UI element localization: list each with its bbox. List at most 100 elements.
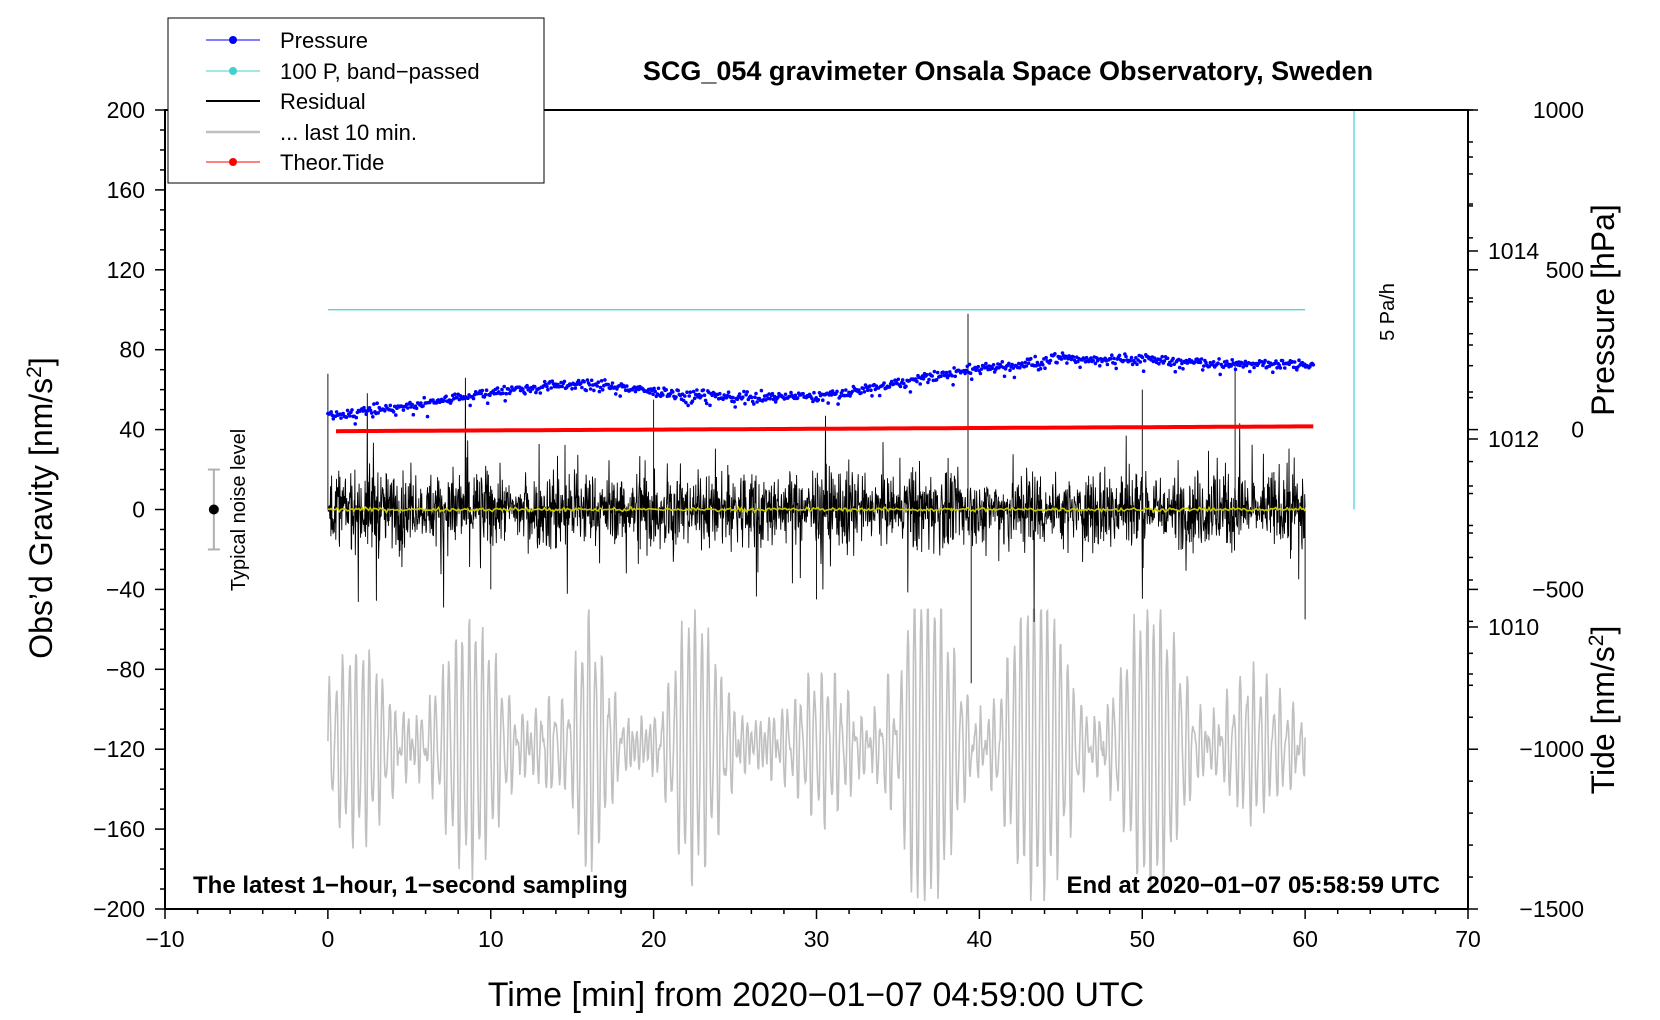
pressure-point	[1271, 370, 1275, 375]
pressure-point	[468, 403, 473, 408]
pressure-point	[1008, 368, 1012, 373]
pressure-point	[521, 387, 525, 392]
pressure-point	[718, 391, 722, 396]
pressure-point	[1007, 361, 1011, 366]
pressure-point	[485, 401, 490, 406]
y-tick-label: 0	[132, 497, 145, 523]
x-tick-label: 70	[1455, 926, 1481, 952]
pressure-point	[859, 391, 863, 395]
pressure-point	[500, 387, 504, 392]
pressure-point	[534, 390, 538, 395]
pressure-point	[850, 389, 855, 394]
legend-entry-residual: Residual	[206, 89, 366, 114]
legend-label-last10: ... last 10 min.	[280, 120, 417, 145]
pressure-point	[927, 377, 931, 382]
theoretical-tide-line	[335, 424, 1314, 434]
pressure-point	[1157, 361, 1161, 366]
pressure-tick-label: 1012	[1488, 426, 1539, 452]
noise-bar-center	[208, 504, 219, 515]
pressure-point	[1199, 357, 1204, 361]
pressure-point	[870, 394, 874, 398]
pressure-point	[600, 388, 605, 392]
pressure-point	[345, 408, 350, 413]
pressure-point	[702, 393, 707, 398]
pressure-point	[793, 393, 798, 398]
pressure-point	[978, 371, 983, 376]
legend-marker-bandpassed	[229, 67, 237, 75]
pressure-point	[1034, 363, 1039, 368]
pressure-point	[1229, 364, 1233, 368]
pressure-point	[419, 401, 423, 405]
pressure-point	[1084, 355, 1089, 360]
pressure-point	[1033, 354, 1037, 359]
pressure-point	[686, 403, 690, 408]
pressure-point	[692, 396, 697, 401]
pressure-point	[732, 399, 736, 404]
pressure-point	[341, 411, 346, 416]
pressure-point	[354, 415, 359, 420]
pressure-point	[570, 387, 574, 391]
pressure-point	[368, 408, 373, 413]
pressure-point	[892, 382, 896, 386]
x-tick-label: 20	[641, 926, 667, 952]
pressure-point	[1011, 366, 1016, 370]
pressure-point	[816, 398, 821, 402]
pressure-point	[598, 385, 603, 390]
pressure-point	[695, 388, 699, 392]
pressure-point	[1122, 358, 1126, 363]
data-layer	[207, 110, 1355, 902]
pressure-point	[926, 380, 930, 385]
y-tick-label: 120	[107, 257, 145, 283]
pressure-point	[810, 396, 814, 401]
pressure-point	[653, 389, 657, 394]
pressure-point	[783, 392, 788, 397]
pressure-axis-label: Pressure [hPa]	[1585, 204, 1621, 416]
pressure-point	[877, 393, 882, 398]
pressure-point	[1152, 356, 1157, 360]
pressure-point	[362, 405, 366, 410]
pressure-point	[375, 401, 379, 406]
pressure-point	[1064, 354, 1068, 359]
pressure-point	[1024, 364, 1029, 368]
pressure-point	[1280, 358, 1285, 363]
pressure-point	[687, 394, 691, 398]
pressure-point	[699, 394, 703, 398]
pressure-point	[991, 363, 996, 367]
pressure-point	[1029, 356, 1033, 361]
pressure-point	[967, 362, 972, 367]
pressure-point	[953, 374, 957, 379]
pressure-point	[1053, 352, 1057, 356]
pressure-point	[584, 388, 589, 393]
pressure-point	[466, 396, 470, 401]
pressure-point	[503, 399, 508, 403]
pressure-point	[951, 383, 955, 387]
pressure-point	[731, 395, 735, 400]
pressure-point	[369, 411, 374, 415]
pressure-point	[364, 412, 369, 417]
pressure-point	[652, 386, 656, 391]
pressure-point	[963, 371, 967, 376]
legend-marker-tide	[229, 158, 237, 166]
pressure-point	[1003, 367, 1008, 371]
pressure-point	[1238, 363, 1242, 368]
pressure-point	[580, 385, 584, 390]
tide-tick-label: 0	[1571, 417, 1584, 443]
y-tick-label: 200	[107, 97, 145, 123]
pressure-point	[1012, 375, 1017, 380]
x-tick-label: 40	[967, 926, 993, 952]
pressure-point	[1113, 361, 1117, 366]
pressure-point	[952, 366, 956, 370]
pressure-point	[618, 394, 622, 398]
pressure-point	[588, 387, 593, 391]
x-tick-label: 50	[1129, 926, 1155, 952]
pressure-point	[772, 394, 777, 399]
pressure-point	[703, 398, 708, 403]
pressure-point	[771, 397, 776, 402]
pressure-point	[742, 389, 746, 394]
pressure-point	[1283, 366, 1287, 370]
pressure-point	[1142, 358, 1147, 363]
noise-level-label: Typical noise level	[228, 429, 250, 591]
pressure-point	[968, 371, 973, 376]
pressure-point	[1108, 356, 1113, 361]
